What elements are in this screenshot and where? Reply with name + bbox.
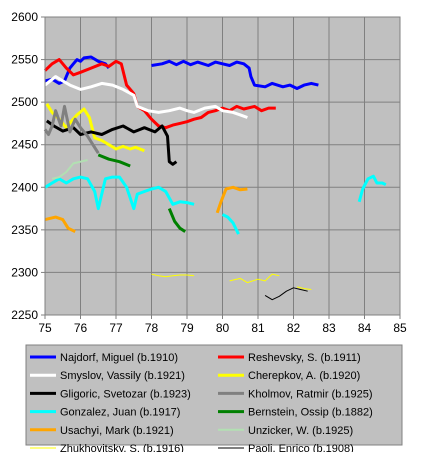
x-tick-label: 76 (74, 321, 88, 335)
series-line-zhukhovitsky (229, 273, 280, 284)
y-tick-label: 2450 (11, 138, 38, 152)
legend-item-unzicker: Unzicker, W. (b.1925) (218, 425, 353, 437)
legend-label: Paoli, Enrico (b.1908) (248, 443, 354, 452)
legend-label: Kholmov, Ratmir (b.1925) (248, 388, 373, 400)
series-line-gonzalez (357, 174, 387, 203)
y-tick-label: 2350 (11, 223, 38, 237)
y-axis-ticks: 2250 2300 2350 2400 2450 2500 2550 2600 (11, 10, 45, 322)
legend-item-smyslov: Smyslov, Vassily (b.1921) (30, 370, 185, 382)
legend-item-gonzalez: Gonzalez, Juan (b.1917) (30, 407, 180, 419)
series-line-smyslov (44, 75, 248, 119)
series-line-usachyi (44, 215, 76, 233)
legend-label: Gligoric, Svetozar (b.1923) (60, 388, 191, 400)
x-tick-label: 78 (145, 321, 159, 335)
legend-label: Reshevsky, S. (b.1911) (248, 352, 361, 364)
series-line-najdorf (44, 55, 111, 85)
legend-item-bernstein: Bernstein, Ossip (b.1882) (218, 407, 373, 419)
series-line-zhukhovitsky (151, 273, 195, 278)
series-line-paoli (264, 287, 308, 301)
legend-item-gligoric: Gligoric, Svetozar (b.1923) (30, 388, 191, 400)
series-line-zhukhovitsky (296, 286, 312, 290)
series-line-kholmov (43, 104, 100, 155)
series-layer (43, 55, 387, 301)
legend-label: Najdorf, Miguel (b.1910) (60, 352, 178, 364)
legend-items: Najdorf, Miguel (b.1910) Reshevsky, S. (b… (30, 352, 373, 452)
series-zhukhovitsky (151, 273, 312, 290)
legend-item-reshevsky: Reshevsky, S. (b.1911) (218, 352, 361, 364)
y-tick-label: 2300 (11, 265, 38, 279)
series-line-gonzalez (221, 213, 240, 235)
x-tick-label: 80 (216, 321, 230, 335)
legend-label: Smyslov, Vassily (b.1921) (60, 370, 185, 382)
legend-label: Bernstein, Ossip (b.1882) (248, 407, 373, 419)
series-gonzalez (44, 174, 387, 235)
legend (25, 344, 403, 446)
x-tick-label: 75 (38, 321, 52, 335)
series-line-unzicker (51, 159, 88, 180)
series-kholmov (43, 104, 100, 155)
legend-label: Zhukhovitsky, S. (b.1916) (60, 443, 184, 452)
series-unzicker (51, 159, 88, 180)
legend-item-paoli: Paoli, Enrico (b.1908) (218, 443, 354, 452)
series-line-gonzalez (44, 175, 195, 211)
x-tick-label: 84 (358, 321, 372, 335)
x-tick-label: 82 (287, 321, 301, 335)
x-axis-ticks: 75 76 77 78 79 80 81 82 83 84 85 (38, 315, 407, 335)
x-tick-label: 79 (180, 321, 194, 335)
series-line-najdorf (151, 59, 319, 90)
series-line-reshevsky (43, 58, 276, 130)
legend-label: Gonzalez, Juan (b.1917) (60, 407, 180, 419)
series-smyslov (44, 75, 248, 119)
series-najdorf (44, 55, 319, 90)
x-tick-label: 85 (393, 321, 407, 335)
series-reshevsky (43, 58, 276, 130)
legend-item-kholmov: Kholmov, Ratmir (b.1925) (218, 388, 373, 400)
legend-item-zhukhovitsky: Zhukhovitsky, S. (b.1916) (30, 443, 184, 452)
legend-item-usachyi: Usachyi, Mark (b.1921) (30, 425, 174, 437)
series-usachyi (44, 185, 248, 233)
legend-label: Usachyi, Mark (b.1921) (60, 425, 174, 437)
series-paoli (264, 287, 308, 301)
y-tick-label: 2250 (11, 308, 38, 322)
x-tick-label: 77 (109, 321, 123, 335)
y-tick-label: 2550 (11, 53, 38, 67)
y-tick-label: 2400 (11, 180, 38, 194)
legend-label: Unzicker, W. (b.1925) (248, 425, 353, 437)
series-line-bernstein (167, 208, 187, 233)
legend-label: Cherepkov, A. (b.1920) (248, 370, 360, 382)
series-line-usachyi (215, 185, 248, 214)
x-tick-label: 83 (322, 321, 336, 335)
legend-item-najdorf: Najdorf, Miguel (b.1910) (30, 352, 178, 364)
series-line-bernstein (97, 153, 131, 168)
legend-item-cherepkov: Cherepkov, A. (b.1920) (218, 370, 360, 382)
grid (45, 17, 400, 315)
x-tick-label: 81 (251, 321, 265, 335)
y-tick-label: 2600 (11, 10, 38, 24)
series-bernstein (97, 153, 187, 233)
y-tick-label: 2500 (11, 95, 38, 109)
